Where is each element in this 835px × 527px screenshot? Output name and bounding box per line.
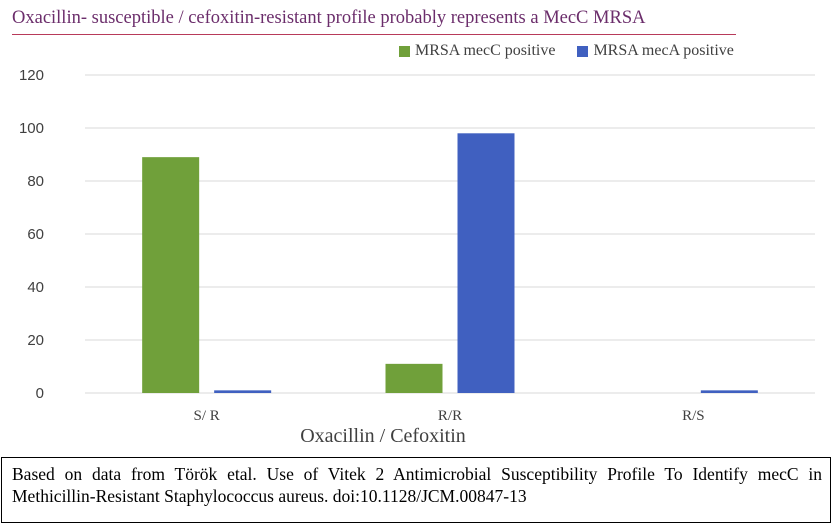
citation-text: Based on data from Török etal. Use of Vi… xyxy=(12,464,822,506)
legend-item-meca: MRSA mecA positive xyxy=(577,42,734,60)
legend-label-meca: MRSA mecA positive xyxy=(593,42,734,59)
legend-swatch-meca xyxy=(577,45,589,57)
chart-title: Oxacillin- susceptible / cefoxitin-resis… xyxy=(12,8,646,28)
legend-label-mecc: MRSA mecC positive xyxy=(415,42,556,59)
legend-swatch-mecc xyxy=(399,45,410,57)
x-axis-title: Oxacillin / Cefoxitin xyxy=(300,425,466,447)
bar-meca xyxy=(700,390,758,393)
bar-meca xyxy=(214,390,272,393)
chart-legend: MRSA mecC positive MRSA mecA positive xyxy=(399,42,756,60)
x-tick-label: R/R xyxy=(438,408,462,424)
legend-item-mecc: MRSA mecC positive xyxy=(399,42,555,60)
x-tick-label: R/S xyxy=(682,408,705,424)
y-tick-label: 0 xyxy=(36,385,44,402)
bar-mecc xyxy=(385,363,443,393)
bar-mecc xyxy=(142,157,200,393)
y-tick-label: 20 xyxy=(27,332,44,349)
y-tick-label: 40 xyxy=(27,279,44,296)
y-tick-label: 120 xyxy=(19,67,44,84)
y-tick-label: 80 xyxy=(27,173,44,190)
bar-meca xyxy=(457,133,515,394)
y-tick-label: 100 xyxy=(19,120,44,137)
citation-box xyxy=(1,457,831,523)
title-underline xyxy=(12,34,736,35)
y-tick-label: 60 xyxy=(27,226,44,243)
x-tick-label: S/ R xyxy=(194,408,220,424)
